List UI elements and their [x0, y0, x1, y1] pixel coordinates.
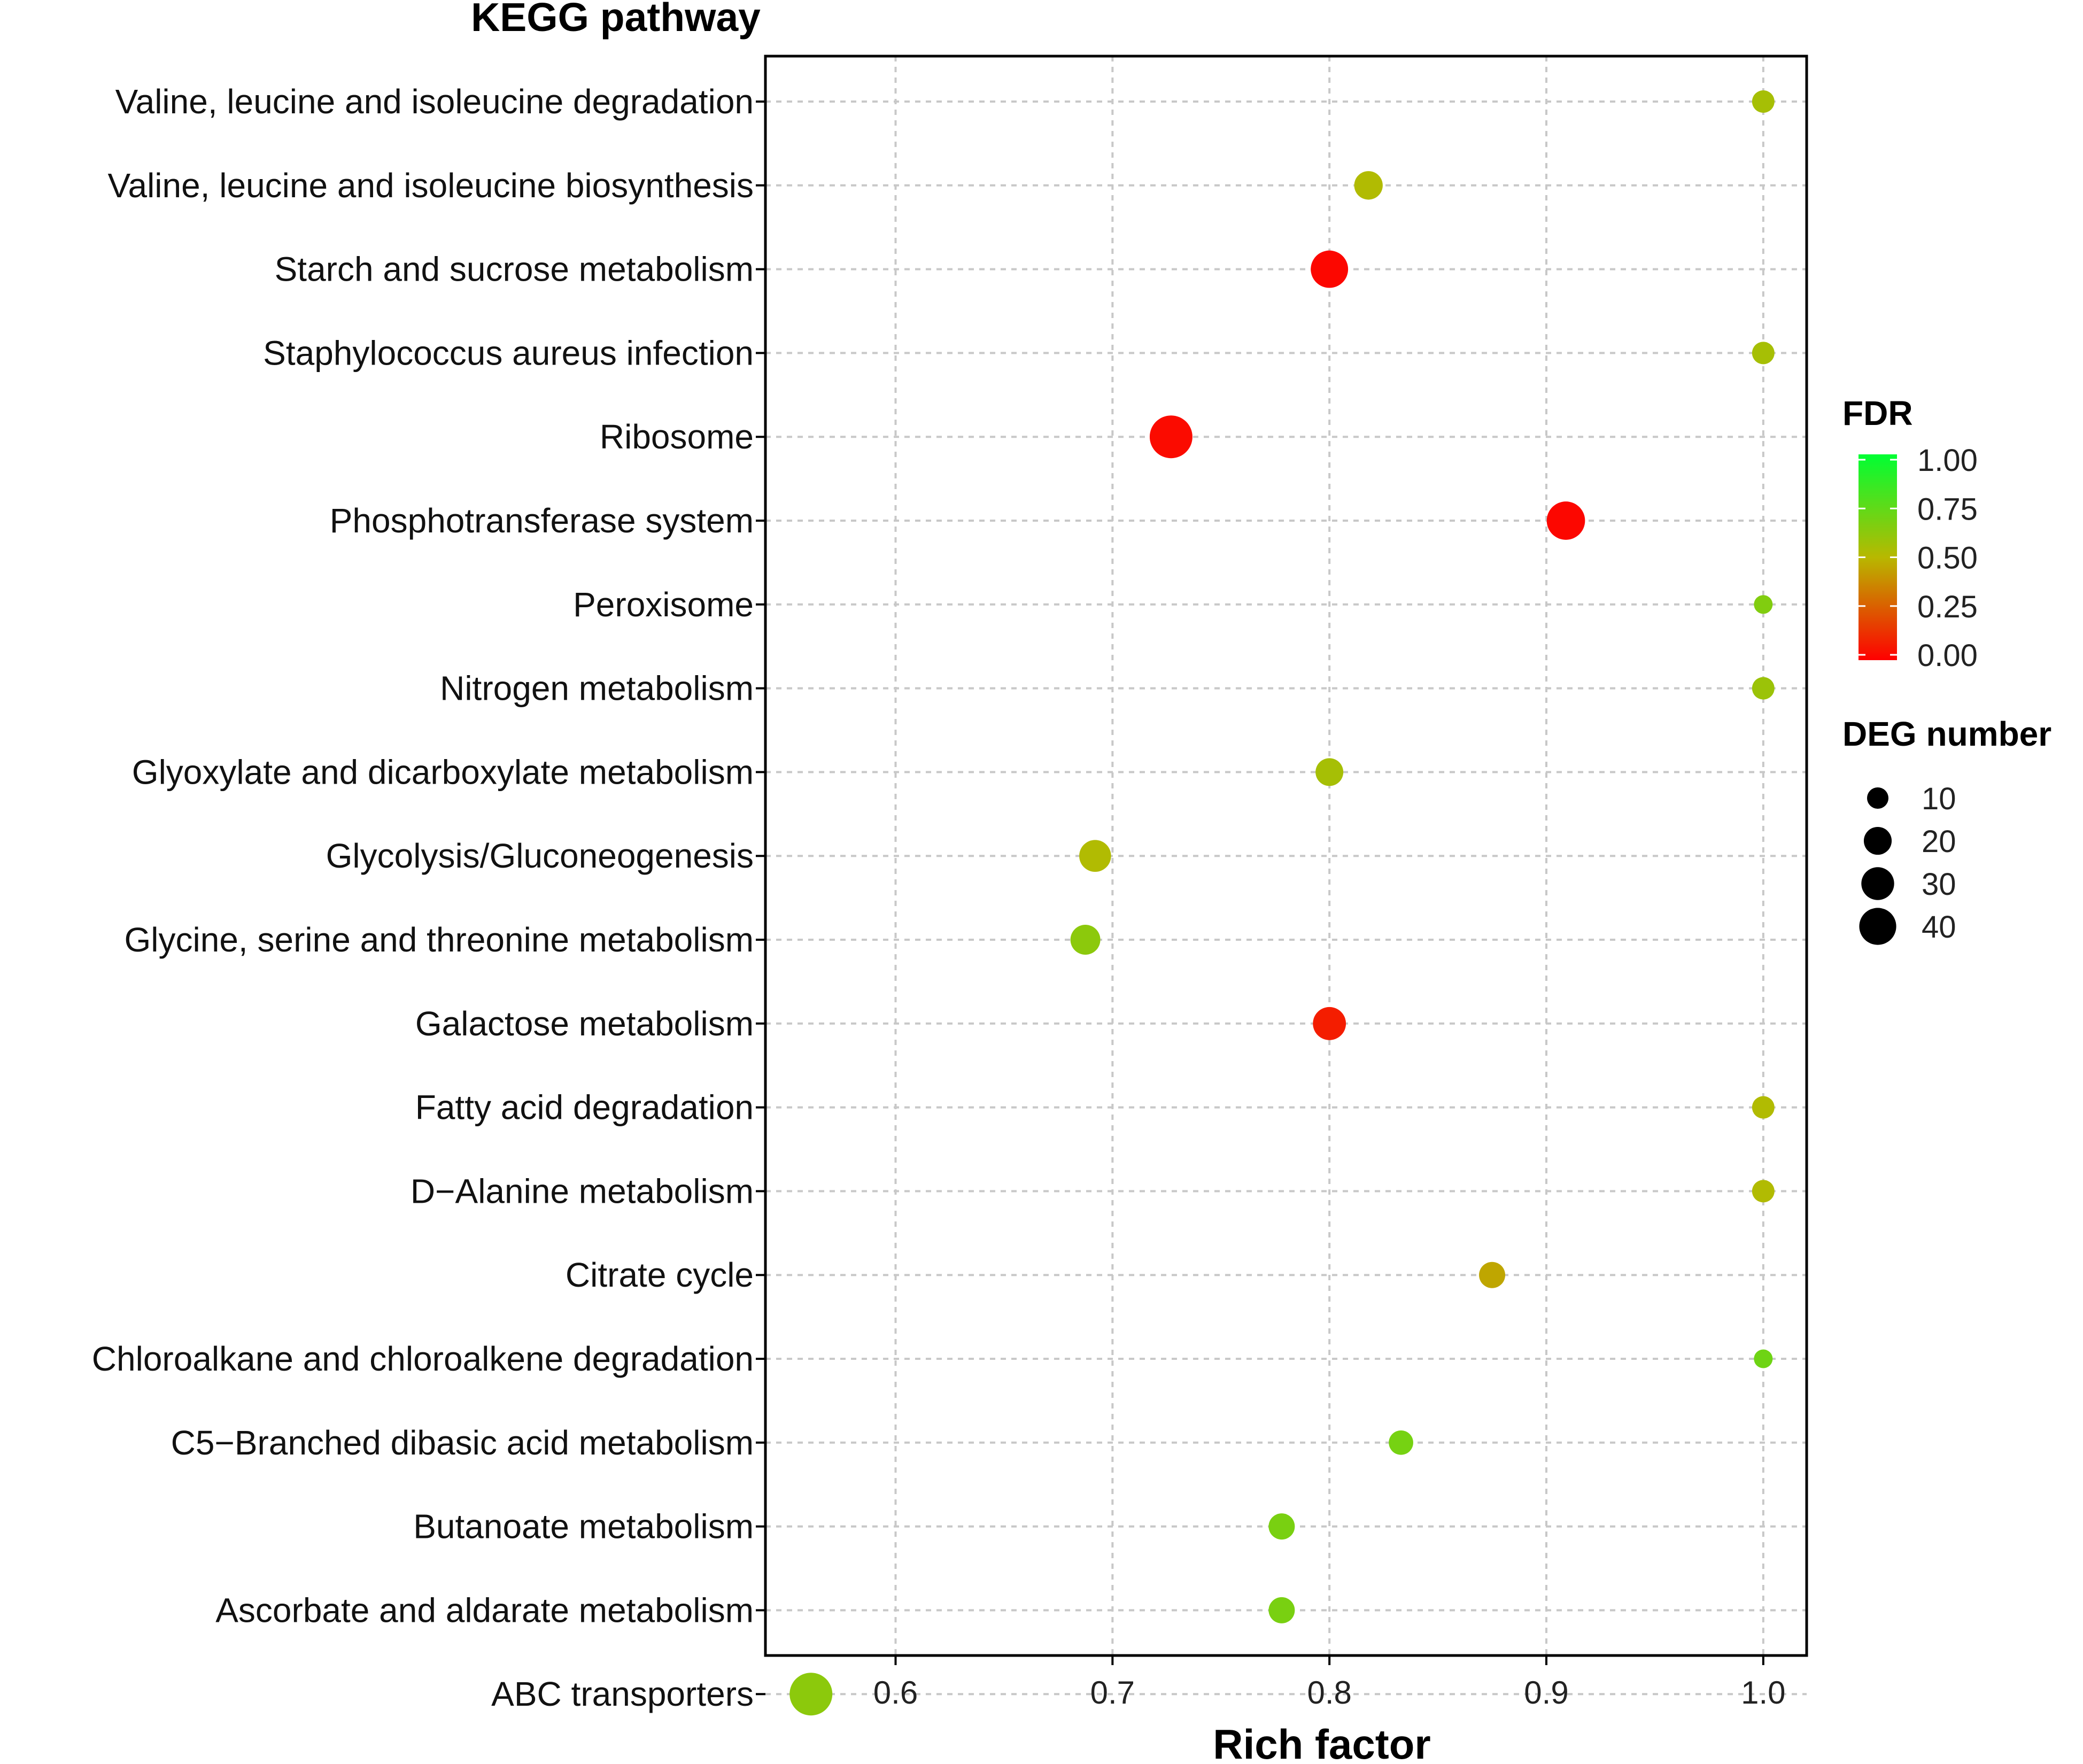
data-point	[1311, 250, 1349, 288]
data-points	[789, 90, 1775, 1716]
data-point	[1754, 595, 1773, 614]
data-point	[1752, 342, 1775, 365]
y-tick-label: Citrate cycle	[566, 1256, 754, 1294]
y-axis: Valine, leucine and isoleucine degradati…	[92, 82, 765, 1713]
deg-legend-label: 10	[1922, 782, 1956, 816]
y-tick-label: ABC transporters	[491, 1675, 754, 1713]
deg-legend-dot	[1859, 908, 1896, 945]
deg-legend-label: 30	[1922, 867, 1956, 902]
y-tick-label: Galactose metabolism	[415, 1004, 754, 1043]
deg-legend-dot	[1867, 787, 1889, 809]
y-tick-label: D−Alanine metabolism	[411, 1172, 754, 1210]
data-point	[1149, 415, 1193, 459]
deg-legend-entries: 10 20 30 40	[1859, 782, 1956, 945]
data-point	[1268, 1597, 1295, 1623]
plot-frame	[764, 55, 1808, 1657]
fdr-legend-title: FDR	[1842, 394, 1913, 432]
y-tick-label: Ascorbate and aldarate metabolism	[215, 1591, 754, 1629]
x-axis: 0.6 0.7 0.8 0.9 1.0	[873, 1655, 1786, 1711]
data-point	[1079, 840, 1111, 872]
y-tick-label: Butanoate metabolism	[413, 1507, 754, 1546]
y-tick-label: C5−Branched dibasic acid metabolism	[171, 1423, 754, 1462]
deg-legend-label: 40	[1922, 910, 1956, 945]
y-tick-label: Phosphotransferase system	[330, 501, 754, 540]
data-point	[789, 1673, 833, 1716]
fdr-legend: FDR 1.00 0.75 0.50 0.25 0.00	[1842, 394, 1978, 673]
data-point	[1752, 1180, 1775, 1203]
deg-legend-dot	[1863, 826, 1892, 855]
y-tick-label: Ribosome	[600, 417, 754, 456]
data-point	[1479, 1262, 1506, 1288]
x-tick-label: 0.9	[1524, 1675, 1568, 1711]
y-tick-label: Glycolysis/Gluconeogenesis	[326, 837, 754, 875]
data-point	[1070, 925, 1101, 955]
x-tick-label: 1.0	[1741, 1675, 1785, 1711]
y-tick-label: Staphylococcus aureus infection	[263, 334, 754, 372]
y-tick-label: Nitrogen metabolism	[440, 669, 754, 708]
data-point	[1313, 1007, 1346, 1040]
x-tick-label: 0.6	[873, 1675, 918, 1711]
data-point	[1268, 1513, 1295, 1540]
data-point	[1752, 90, 1775, 113]
x-tick-label: 0.8	[1307, 1675, 1351, 1711]
fdr-tick-label: 0.75	[1917, 492, 1978, 527]
deg-legend-title: DEG number	[1842, 715, 2051, 753]
y-tick-label: Fatty acid degradation	[415, 1088, 754, 1127]
fdr-legend-ticks: 1.00 0.75 0.50 0.25 0.00	[1859, 443, 1978, 673]
fdr-tick-label: 1.00	[1917, 443, 1978, 478]
y-tick-label: Valine, leucine and isoleucine degradati…	[115, 82, 754, 121]
deg-legend-dot	[1861, 867, 1894, 900]
data-point	[1754, 1349, 1773, 1368]
x-axis-title: Rich factor	[1213, 1721, 1430, 1761]
y-tick-label: Valine, leucine and isoleucine biosynthe…	[108, 166, 754, 205]
deg-legend-label: 20	[1922, 824, 1956, 859]
deg-number-legend: DEG number 10 20 30 40	[1842, 715, 2051, 945]
y-tick-label: Peroxisome	[573, 585, 754, 624]
chart-title: KEGG pathway	[471, 0, 761, 40]
y-tick-label: Starch and sucrose metabolism	[275, 250, 754, 289]
fdr-tick-label: 0.25	[1917, 590, 1978, 624]
data-point	[1752, 677, 1775, 700]
fdr-tick-label: 0.50	[1917, 541, 1978, 576]
data-point	[1752, 1096, 1775, 1119]
y-tick-label: Chloroalkane and chloroalkene degradatio…	[92, 1340, 754, 1378]
grid-lines	[765, 56, 1807, 1696]
y-tick-label: Glycine, serine and threonine metabolism	[125, 920, 754, 959]
data-point	[1389, 1430, 1413, 1455]
data-point	[1546, 501, 1585, 540]
data-point	[1315, 758, 1344, 786]
x-tick-label: 0.7	[1090, 1675, 1135, 1711]
data-point	[1354, 171, 1383, 200]
fdr-tick-label: 0.00	[1917, 638, 1978, 673]
y-tick-label: Glyoxylate and dicarboxylate metabolism	[132, 753, 754, 791]
